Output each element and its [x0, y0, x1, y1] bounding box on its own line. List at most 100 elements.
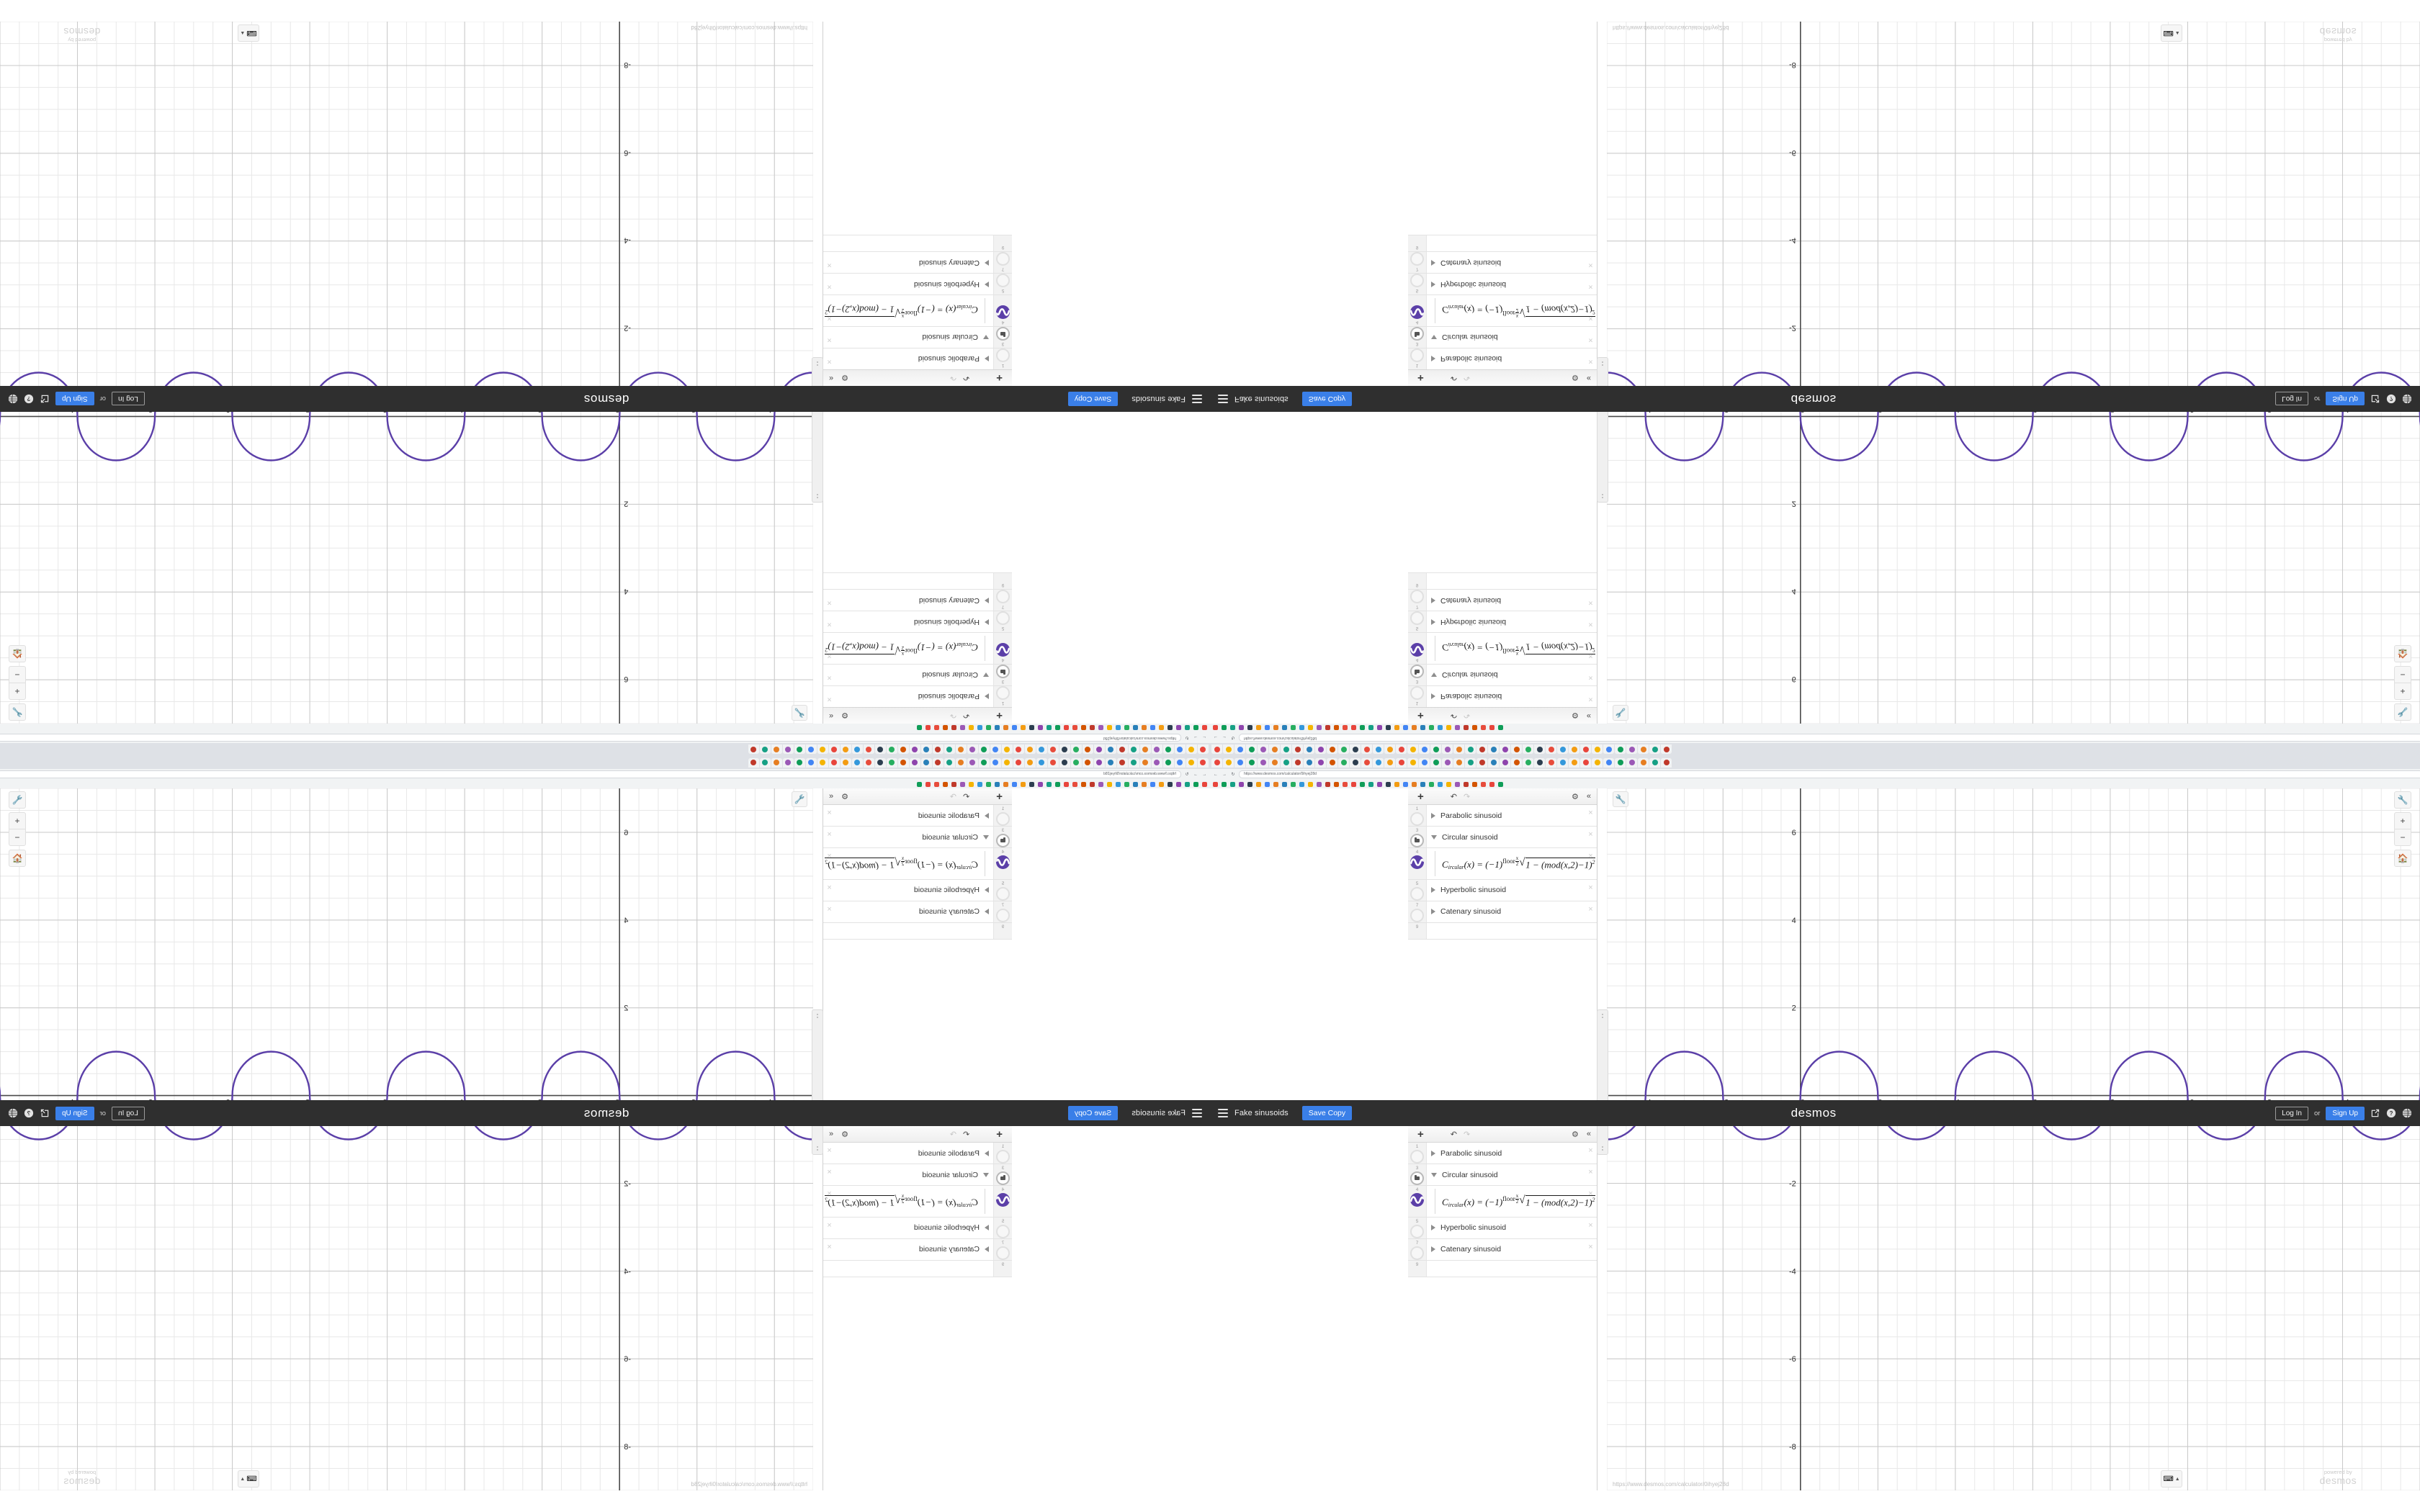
expression-row[interactable]: 5 Hyperbolic sinusoid × — [1408, 879, 1597, 901]
folder-icon[interactable] — [1410, 1171, 1424, 1185]
browser-tab[interactable] — [1419, 757, 1430, 768]
browser-tab[interactable] — [1430, 757, 1441, 768]
browser-tab-strip[interactable] — [1210, 756, 2420, 770]
browser-tab[interactable] — [1500, 757, 1510, 768]
sign-up-button[interactable]: Sign Up — [2326, 1106, 2365, 1120]
browser-tab[interactable] — [1649, 757, 1660, 768]
expression-row[interactable]: 7 Catenary sinusoid × — [1408, 901, 1597, 923]
gear-icon[interactable]: ⚙ — [1572, 792, 1579, 801]
bookmark-item[interactable] — [1455, 781, 1460, 787]
bookmark-item[interactable] — [1481, 781, 1486, 787]
browser-tab[interactable] — [1488, 757, 1499, 768]
bookmark-item[interactable] — [1377, 781, 1382, 787]
expression-list-top[interactable]: 1 Parabolic sinusoid × 3 Circular sinusoid × 4… — [1408, 805, 1597, 940]
desmos-calculator[interactable]: + ↶ ↷ ⚙ « 1 Parabolic sinusoid × 3 Circular … — [1210, 788, 2420, 1490]
delete-row-button[interactable]: × — [1588, 1146, 1593, 1155]
expression-toolbar[interactable]: + ↶ ↷ ⚙ « — [1408, 1126, 1597, 1143]
folder-caret-icon[interactable] — [1431, 1150, 1435, 1156]
row-body[interactable]: Hyperbolic sinusoid — [1427, 1218, 1585, 1238]
bookmark-item[interactable] — [1239, 781, 1244, 787]
bookmark-item[interactable] — [1334, 781, 1339, 787]
delete-row-button[interactable]: × — [1588, 1168, 1593, 1176]
delete-row-button[interactable]: × — [1588, 904, 1593, 914]
undo-button[interactable]: ↶ — [1450, 792, 1457, 801]
math-expression[interactable]: Circular(x) = (−1)floorx21 − (mod(x,2)−1… — [1435, 851, 1595, 876]
browser-tab[interactable] — [1223, 757, 1234, 768]
browser-tab[interactable] — [1327, 757, 1337, 768]
browser-tab[interactable] — [1453, 757, 1464, 768]
log-in-button[interactable]: Log In — [2275, 1106, 2308, 1120]
folder-caret-icon[interactable] — [1431, 1225, 1435, 1231]
row-body[interactable] — [1427, 1261, 1597, 1277]
row-body[interactable]: Circular sinusoid — [1427, 1164, 1585, 1185]
document-title[interactable]: Fake sinusoids — [1234, 1109, 1289, 1117]
browser-tab[interactable] — [1546, 757, 1556, 768]
back-icon[interactable]: ← — [1214, 772, 1218, 777]
graph-tools[interactable]: 🔧 + − 🏠 — [2394, 791, 2411, 867]
browser-tab[interactable] — [1476, 757, 1487, 768]
plot-toggle[interactable] — [1410, 1150, 1424, 1164]
bookmark-item[interactable] — [1273, 781, 1278, 787]
zoom-out-button[interactable]: − — [2394, 829, 2411, 846]
bookmark-item[interactable] — [1412, 781, 1417, 787]
folder-caret-icon[interactable] — [1431, 1172, 1437, 1177]
expression-toolbar-top[interactable]: + ↶ ↷ ⚙ « — [1408, 788, 1597, 805]
add-expression-button[interactable]: + — [1417, 1128, 1424, 1140]
delete-row-button[interactable]: × — [1588, 852, 1593, 860]
browser-tab[interactable] — [1258, 757, 1268, 768]
browser-tab[interactable] — [1269, 757, 1280, 768]
row-body[interactable]: Parabolic sinusoid — [1427, 805, 1585, 826]
folder-caret-icon[interactable] — [1431, 909, 1435, 915]
add-expression-button[interactable]: + — [1417, 790, 1424, 803]
bookmark-item[interactable] — [1247, 781, 1252, 787]
plot-toggle-wave[interactable] — [1410, 1193, 1424, 1207]
bookmark-item[interactable] — [1308, 781, 1313, 787]
browser-tab[interactable] — [1569, 757, 1579, 768]
bookmark-item[interactable] — [1403, 781, 1408, 787]
browser-tab[interactable] — [1234, 757, 1245, 768]
row-body[interactable]: Parabolic sinusoid — [1427, 1143, 1585, 1164]
app-header[interactable]: Fake sinusoids Save Copy desmos Log In o… — [1210, 1100, 2420, 1126]
address-bar[interactable]: https://www.desmos.com/calculator/0ihyej… — [1239, 770, 2420, 778]
browser-tab[interactable] — [1442, 757, 1453, 768]
browser-tab[interactable] — [1281, 757, 1291, 768]
save-copy-button[interactable]: Save Copy — [1301, 1106, 1353, 1120]
browser-tab[interactable] — [1350, 757, 1361, 768]
desmos-app-instance[interactable]: ← → ↻ https://www.desmos.com/calculator/… — [1210, 756, 2420, 1512]
folder-title[interactable]: Parabolic sinusoid — [1440, 811, 1502, 820]
zoom-in-button[interactable]: + — [2394, 812, 2411, 829]
browser-tab[interactable] — [1511, 757, 1522, 768]
folder-title[interactable]: Parabolic sinusoid — [1440, 1148, 1502, 1158]
browser-tab[interactable] — [1615, 757, 1626, 768]
row-body[interactable]: Hyperbolic sinusoid — [1427, 880, 1585, 901]
expression-row[interactable]: 1 Parabolic sinusoid × — [1408, 805, 1597, 827]
bookmark-item[interactable] — [1222, 781, 1227, 787]
bookmark-item[interactable] — [1394, 781, 1399, 787]
expression-row[interactable]: 4 Circular(x) = (−1)floorx21 − (mod(x,2)−… — [1408, 848, 1597, 880]
browser-tab[interactable] — [1603, 757, 1614, 768]
home-icon[interactable]: 🏠 — [2394, 850, 2411, 867]
browser-navigation-bar[interactable]: ← → ↻ https://www.desmos.com/calculator/… — [1210, 769, 2420, 780]
plot-toggle[interactable] — [1410, 1246, 1424, 1260]
expression-row[interactable]: 4 Circular(x) = (−1)floorx21 − (mod(x,2)−… — [1408, 1186, 1597, 1218]
expression-row[interactable]: 3 Circular sinusoid × — [1408, 1164, 1597, 1186]
folder-title[interactable]: Circular sinusoid — [1442, 832, 1498, 842]
collapse-panel-button[interactable]: « — [1586, 1130, 1591, 1138]
folder-title[interactable]: Circular sinusoid — [1442, 1170, 1498, 1179]
bookmark-item[interactable] — [1351, 781, 1356, 787]
bookmark-item[interactable] — [1498, 781, 1503, 787]
bookmark-item[interactable] — [1360, 781, 1365, 787]
delete-row-button[interactable]: × — [1588, 1220, 1593, 1230]
gear-icon[interactable]: ⚙ — [1572, 1130, 1579, 1139]
plot-toggle[interactable] — [1410, 908, 1424, 922]
bookmark-item[interactable] — [1386, 781, 1391, 787]
browser-tab[interactable] — [1592, 757, 1603, 768]
bookmark-item[interactable] — [1472, 781, 1477, 787]
bookmark-item[interactable] — [1446, 781, 1451, 787]
hamburger-icon[interactable] — [1218, 1109, 1228, 1117]
expression-list[interactable]: 1 Parabolic sinusoid × 3 Circular sinusoid × 4… — [1408, 1143, 1597, 1277]
row-body[interactable]: Circular(x) = (−1)floorx21 − (mod(x,2)−1… — [1427, 1186, 1595, 1217]
bookmark-item[interactable] — [1420, 781, 1425, 787]
keyboard-toggle[interactable]: ⌨ ▲ — [2161, 1470, 2182, 1488]
bookmark-item[interactable] — [1438, 781, 1443, 787]
